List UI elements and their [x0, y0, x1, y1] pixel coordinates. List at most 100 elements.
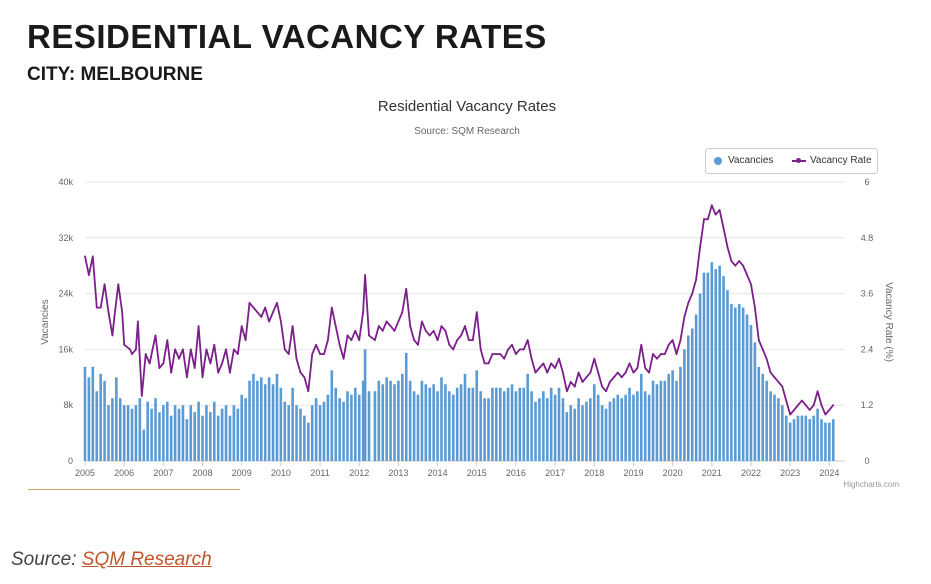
chart-credits[interactable]: Highcharts.com — [843, 480, 899, 489]
vacancies-bar — [444, 384, 447, 461]
vacancy-rate-point — [213, 343, 216, 346]
vacancy-rate-point — [734, 264, 737, 267]
vacancies-bar — [216, 415, 220, 461]
vacancy-rate-point — [683, 315, 686, 318]
vacancies-bar — [138, 398, 142, 461]
vacancy-rate-point — [283, 348, 286, 351]
vacancy-rate-point — [793, 408, 795, 411]
x-tick-label: 2024 — [819, 468, 839, 478]
vacancies-bar — [322, 401, 326, 461]
vacancy-rate-point — [189, 348, 192, 351]
vacancies-bar — [690, 328, 694, 461]
vacancy-rate-point — [354, 329, 357, 332]
vacancies-bar — [455, 387, 459, 461]
vacancy-rate-point — [279, 320, 282, 323]
axes: 0 0 8k 1.2 16k 2.4 24k 3.6 32k 4.8 40k 6 2005 2006 200… — [58, 177, 873, 478]
vacancy-rate-point — [185, 376, 188, 379]
vacancies-bar — [557, 387, 561, 461]
vacancies-marker-icon — [714, 157, 722, 165]
vacancy-rate-point — [644, 367, 647, 369]
vacancies-bar — [659, 380, 663, 461]
y2-tick-label: 6 — [864, 177, 869, 187]
vacancy-rate-point — [609, 381, 611, 383]
vacancy-rate-point — [362, 311, 365, 314]
vacancy-rate-point — [714, 213, 717, 216]
vacancies-bar — [737, 304, 741, 461]
vacancy-rate-point — [585, 376, 588, 379]
vacancies-bar — [291, 387, 294, 461]
vacancy-rate-point — [761, 348, 764, 351]
vacancies-bar — [542, 391, 545, 461]
vacancy-rate-point — [789, 413, 792, 416]
vacancies-bar — [404, 352, 408, 461]
vacancies-bar — [636, 391, 639, 461]
vacancy-rate-point — [612, 376, 615, 379]
vacancy-rate-point — [808, 408, 811, 411]
vacancies-bar — [212, 401, 216, 461]
vacancy-rate-point — [421, 320, 423, 323]
vacancy-rate-point — [491, 353, 494, 355]
vacancies-bar — [675, 380, 678, 461]
page-title: RESIDENTIAL VACANCY RATES — [27, 18, 547, 55]
x-tick-label: 2005 — [75, 468, 95, 478]
vacancy-rate-point — [730, 260, 733, 262]
vacancies-bar — [169, 415, 173, 461]
vacancies-bar — [502, 391, 506, 461]
vacancy-rate-point — [158, 367, 161, 369]
y2-tick-label: 0 — [864, 456, 869, 466]
vacancy-rate-point — [691, 292, 694, 295]
vacancies-bar — [111, 398, 114, 461]
vacancy-rate-point — [663, 353, 666, 355]
x-tick-label: 2023 — [780, 468, 800, 478]
vacancies-bar — [424, 384, 428, 461]
vacancies-bar — [271, 384, 275, 461]
vacancies-bar — [710, 262, 714, 461]
vacancy-rate-point — [679, 339, 682, 341]
vacancy-rate-point — [695, 278, 698, 281]
vacancies-bar — [436, 391, 439, 461]
vacancy-rate-point — [248, 302, 251, 304]
vacancy-rate-point — [103, 283, 106, 286]
vacancies-bar — [209, 412, 212, 461]
vacancy-rate-point — [483, 362, 486, 365]
vacancies-bar — [643, 391, 647, 461]
vacancy-rate-point — [656, 357, 658, 360]
x-tick-label: 2007 — [153, 468, 173, 478]
vacancy-rate-point — [113, 315, 116, 318]
vacancies-bar — [463, 373, 467, 461]
vacancies-bar — [612, 398, 616, 461]
vacancy-rate-point — [117, 283, 120, 286]
y2-tick-label: 1.2 — [861, 400, 874, 410]
vacancy-rate-point — [812, 404, 815, 407]
vacancy-rate-series[interactable] — [84, 204, 835, 416]
vacancies-bar — [256, 380, 259, 461]
vacancy-rate-point — [232, 348, 235, 351]
vacancies-bar — [228, 415, 232, 461]
vacancies-bar — [534, 401, 537, 461]
vacancies-bar — [796, 415, 800, 461]
vacancies-series[interactable] — [83, 262, 835, 461]
vacancy-rate-point — [824, 413, 827, 416]
vacancies-bar — [367, 391, 371, 461]
vacancies-bar — [816, 408, 819, 461]
vacancy-rate-point — [444, 329, 447, 332]
vacancy-rate-point — [628, 362, 631, 365]
vacancies-bar — [416, 394, 420, 461]
y-tick-label: 32k — [58, 233, 73, 243]
vacancy-rate-point — [710, 204, 713, 207]
source-link[interactable]: SQM Research — [81, 549, 212, 570]
vacancy-rate-point — [136, 320, 139, 323]
vacancy-rate-point — [632, 371, 635, 374]
vacancies-bar — [553, 394, 557, 461]
vacancies-bar — [734, 307, 737, 461]
vacancy-rate-point — [88, 274, 90, 276]
vacancies-bar — [95, 391, 99, 461]
vacancies-bar — [510, 384, 514, 461]
y-tick-label: 0 — [68, 456, 73, 466]
y-axis-title: Vacancies — [40, 299, 51, 344]
vacancies-bar — [608, 401, 612, 461]
source-line: Source: SQM Research — [11, 549, 212, 571]
vacancy-rate-point — [401, 311, 404, 314]
vacancy-rate-point — [389, 325, 392, 328]
vacancy-rate-point — [144, 353, 147, 355]
